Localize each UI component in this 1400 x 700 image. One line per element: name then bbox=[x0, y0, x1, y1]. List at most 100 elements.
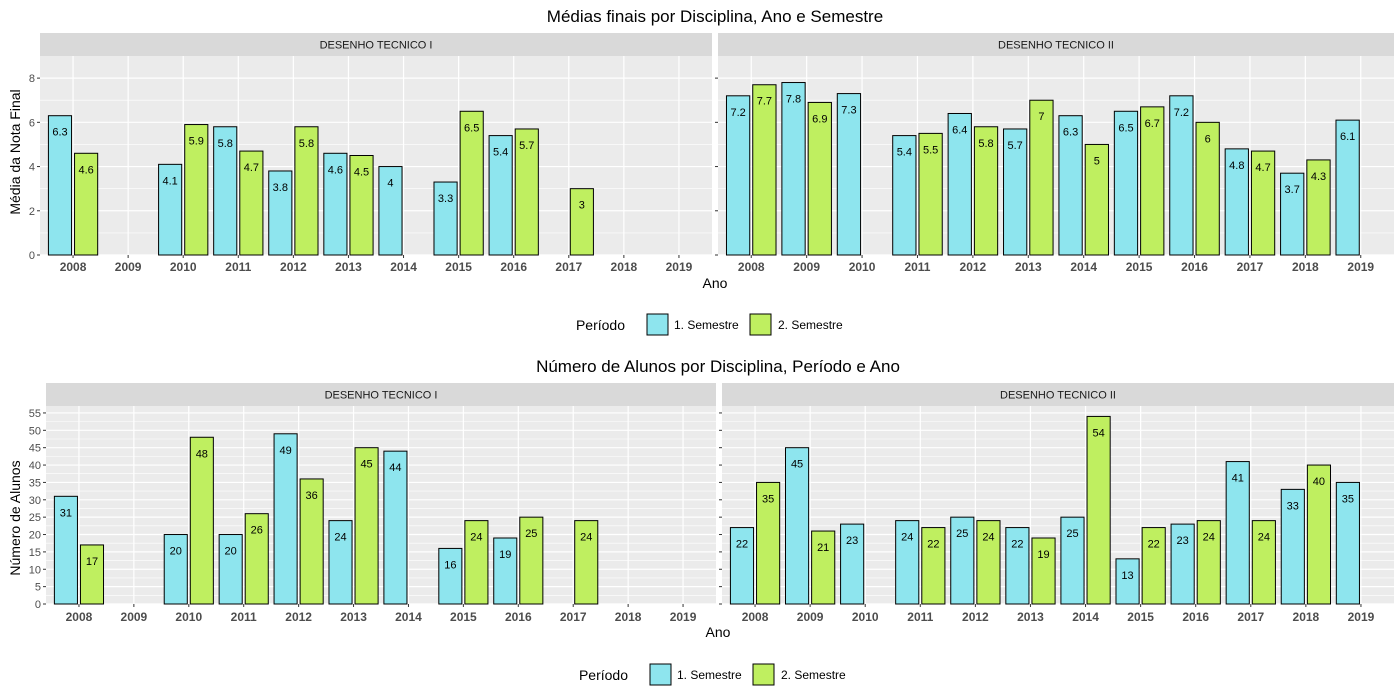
bar-value-label: 4.1 bbox=[162, 175, 177, 187]
bar-value-label: 7.8 bbox=[786, 94, 801, 106]
bar-semestre-1 bbox=[784, 447, 810, 605]
x-tick-label: 2015 bbox=[450, 610, 477, 624]
bar-semestre-2 bbox=[1306, 464, 1332, 605]
y-tick-label: 4 bbox=[29, 162, 35, 174]
facet-2: DESENHO TECNICO II 2008 2009 2010 2011 2012 20… bbox=[719, 383, 1394, 624]
chart-title: Número de Alunos por Disciplina, Período… bbox=[536, 357, 900, 376]
bar-semestre-1 bbox=[158, 163, 183, 256]
bar-value-label: 6.3 bbox=[1063, 127, 1078, 139]
bar-value-label: 24 bbox=[470, 532, 482, 544]
bar-value-label: 17 bbox=[86, 556, 98, 568]
bar-value-label: 4.5 bbox=[354, 167, 369, 179]
bar-value-label: 33 bbox=[1287, 500, 1299, 512]
bar-semestre-1 bbox=[781, 82, 806, 256]
bar-value-label: 3.7 bbox=[1285, 184, 1300, 196]
x-tick-label: 2011 bbox=[225, 260, 251, 274]
bar-semestre-2 bbox=[569, 188, 594, 256]
bar-value-label: 22 bbox=[1148, 539, 1160, 551]
bar-semestre-2 bbox=[459, 110, 484, 256]
x-tick-label: 2014 bbox=[395, 610, 422, 624]
y-tick-label: 40 bbox=[29, 460, 41, 472]
x-tick-label: 2009 bbox=[793, 260, 820, 274]
legend-key-semestre-2 bbox=[749, 313, 772, 336]
y-tick-label: 8 bbox=[29, 73, 35, 85]
x-tick-label: 2016 bbox=[500, 260, 527, 274]
bar-semestre-1 bbox=[1224, 148, 1249, 256]
bar-value-label: 24 bbox=[580, 532, 592, 544]
y-tick-label: 45 bbox=[29, 443, 41, 455]
bar-value-label: 20 bbox=[225, 546, 237, 558]
x-tick-label: 2008 bbox=[738, 260, 765, 274]
x-tick-label: 2012 bbox=[962, 610, 989, 624]
bar-semestre-2 bbox=[354, 447, 379, 605]
bar-value-label: 6.7 bbox=[1145, 118, 1160, 130]
panel-background bbox=[46, 406, 716, 604]
legend-label-semestre-1: 1. Semestre bbox=[677, 668, 742, 682]
panel-background bbox=[40, 56, 712, 255]
x-tick-label: 2019 bbox=[670, 610, 697, 624]
x-tick-label: 2010 bbox=[849, 260, 876, 274]
bar-semestre-1 bbox=[892, 135, 917, 256]
bar-value-label: 35 bbox=[762, 493, 774, 505]
bar-value-label: 41 bbox=[1232, 473, 1244, 485]
bar-semestre-1 bbox=[1005, 527, 1030, 605]
bar-semestre-2 bbox=[1250, 150, 1276, 256]
bar-semestre-1 bbox=[895, 520, 920, 605]
x-tick-label: 2015 bbox=[1127, 610, 1154, 624]
bar-semestre-1 bbox=[493, 537, 518, 605]
bar-value-label: 40 bbox=[1313, 476, 1325, 488]
facet-strip bbox=[46, 383, 716, 406]
bar-semestre-1 bbox=[1060, 516, 1085, 605]
bar-semestre-2 bbox=[811, 530, 836, 605]
bar-value-label: 4.7 bbox=[1255, 162, 1270, 174]
legend-label-semestre-2: 2. Semestre bbox=[781, 668, 846, 682]
bar-semestre-1 bbox=[47, 115, 73, 256]
chart-1: Médias finais por Disciplina, Ano e Seme… bbox=[7, 7, 1394, 336]
x-tick-label: 2015 bbox=[445, 260, 472, 274]
bar-semestre-1 bbox=[433, 181, 458, 256]
y-axis-label: Número de Alunos bbox=[7, 460, 23, 575]
bar-semestre-1 bbox=[383, 450, 408, 605]
bar-value-label: 35 bbox=[1342, 493, 1354, 505]
bar-value-label: 22 bbox=[736, 539, 748, 551]
y-axis-label: Média da Nota Final bbox=[7, 89, 23, 214]
bar-value-label: 6.3 bbox=[52, 127, 67, 139]
bar-value-label: 22 bbox=[1011, 539, 1023, 551]
bar-value-label: 7.2 bbox=[730, 107, 745, 119]
bar-semestre-2 bbox=[1086, 415, 1111, 605]
bar-value-label: 25 bbox=[1066, 528, 1078, 540]
bar-semestre-1 bbox=[950, 516, 975, 605]
bar-semestre-2 bbox=[464, 520, 489, 605]
bar-value-label: 31 bbox=[60, 507, 72, 519]
bar-semestre-2 bbox=[74, 152, 99, 256]
facet-strip-label: DESENHO TECNICO II bbox=[1000, 390, 1116, 402]
bar-semestre-2 bbox=[189, 436, 214, 605]
bar-value-label: 45 bbox=[791, 459, 803, 471]
bar-value-label: 5 bbox=[1094, 155, 1100, 167]
bar-value-label: 54 bbox=[1092, 427, 1104, 439]
bar-value-label: 21 bbox=[817, 542, 829, 554]
bar-semestre-2 bbox=[976, 520, 1001, 605]
bar-semestre-1 bbox=[1003, 128, 1028, 256]
x-tick-label: 2011 bbox=[907, 610, 933, 624]
x-tick-label: 2008 bbox=[60, 260, 87, 274]
facet-strip-label: DESENHO TECNICO I bbox=[320, 40, 433, 52]
x-tick-label: 2018 bbox=[615, 610, 642, 624]
bar-value-label: 24 bbox=[1258, 532, 1270, 544]
bar-semestre-1 bbox=[1335, 119, 1360, 256]
x-tick-label: 2018 bbox=[1293, 610, 1320, 624]
bar-semestre-2 bbox=[1141, 527, 1166, 605]
bar-value-label: 6.5 bbox=[1118, 122, 1133, 134]
facet-strip-label: DESENHO TECNICO II bbox=[998, 40, 1114, 52]
bar-value-label: 6.5 bbox=[464, 122, 479, 134]
bar-semestre-2 bbox=[294, 126, 319, 256]
bar-value-label: 5.4 bbox=[493, 147, 508, 159]
bar-semestre-1 bbox=[163, 534, 188, 605]
bar-value-label: 20 bbox=[170, 546, 182, 558]
bar-semestre-2 bbox=[184, 124, 209, 256]
legend-title: Período bbox=[576, 317, 625, 333]
bar-value-label: 23 bbox=[846, 535, 858, 547]
x-tick-label: 2013 bbox=[335, 260, 362, 274]
x-tick-label: 2019 bbox=[1348, 610, 1375, 624]
bar-semestre-2 bbox=[1251, 520, 1276, 605]
